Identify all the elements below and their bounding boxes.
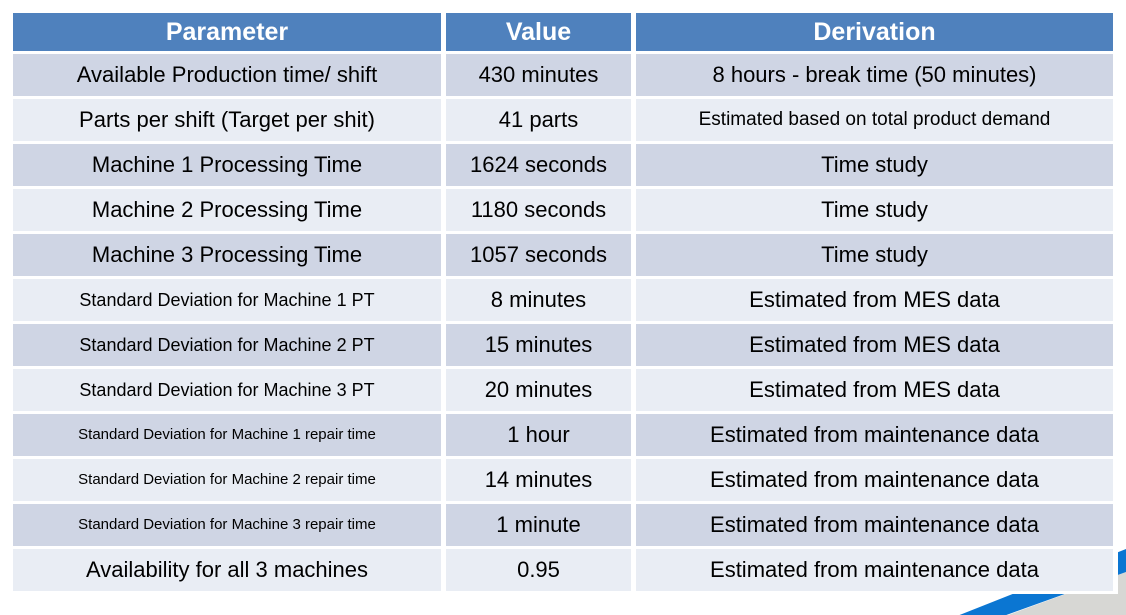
table-body: Available Production time/ shift 430 minu… [13, 54, 1113, 591]
value-cell: 430 minutes [446, 54, 631, 96]
corner-gray-triangle [1008, 572, 1126, 615]
parameter-cell: Standard Deviation for Machine 2 repair … [13, 459, 441, 501]
value-cell: 0.95 [446, 549, 631, 591]
derivation-cell: Estimated based on total product demand [636, 99, 1113, 141]
parameter-cell: Parts per shift (Target per shit) [13, 99, 441, 141]
table-row: Standard Deviation for Machine 2 repair … [13, 459, 1113, 501]
derivation-cell: Estimated from maintenance data [636, 504, 1113, 546]
parameter-cell: Machine 1 Processing Time [13, 144, 441, 186]
header-row: Parameter Value Derivation [13, 13, 1113, 51]
table-row: Standard Deviation for Machine 1 PT 8 min… [13, 279, 1113, 321]
derivation-cell: Estimated from maintenance data [636, 459, 1113, 501]
column-header-parameter: Parameter [13, 13, 441, 51]
table-row: Machine 3 Processing Time 1057 seconds Tim… [13, 234, 1113, 276]
value-cell: 1 hour [446, 414, 631, 456]
value-cell: 41 parts [446, 99, 631, 141]
parameter-cell: Standard Deviation for Machine 2 PT [13, 324, 441, 366]
derivation-cell: Estimated from MES data [636, 279, 1113, 321]
table-row: Standard Deviation for Machine 1 repair … [13, 414, 1113, 456]
column-header-value: Value [446, 13, 631, 51]
value-cell: 8 minutes [446, 279, 631, 321]
table-row: Standard Deviation for Machine 2 PT 15 mi… [13, 324, 1113, 366]
derivation-cell: Estimated from MES data [636, 369, 1113, 411]
derivation-cell: 8 hours - break time (50 minutes) [636, 54, 1113, 96]
table-row: Standard Deviation for Machine 3 repair … [13, 504, 1113, 546]
derivation-cell: Time study [636, 234, 1113, 276]
value-cell: 20 minutes [446, 369, 631, 411]
table-row: Parts per shift (Target per shit) 41 part… [13, 99, 1113, 141]
table-row: Availability for all 3 machines 0.95 Estim… [13, 549, 1113, 591]
table-row: Machine 2 Processing Time 1180 seconds Tim… [13, 189, 1113, 231]
parameter-cell: Available Production time/ shift [13, 54, 441, 96]
value-cell: 1180 seconds [446, 189, 631, 231]
derivation-cell: Time study [636, 144, 1113, 186]
derivation-cell: Estimated from maintenance data [636, 414, 1113, 456]
parameter-cell: Standard Deviation for Machine 1 PT [13, 279, 441, 321]
parameter-cell: Standard Deviation for Machine 3 PT [13, 369, 441, 411]
table-header: Parameter Value Derivation [13, 13, 1113, 51]
parameter-cell: Standard Deviation for Machine 1 repair … [13, 414, 441, 456]
table-row: Machine 1 Processing Time 1624 seconds Tim… [13, 144, 1113, 186]
value-cell: 15 minutes [446, 324, 631, 366]
derivation-cell: Estimated from maintenance data [636, 549, 1113, 591]
value-cell: 1 minute [446, 504, 631, 546]
parameter-cell: Machine 2 Processing Time [13, 189, 441, 231]
parameter-cell: Machine 3 Processing Time [13, 234, 441, 276]
parameter-cell: Standard Deviation for Machine 3 repair … [13, 504, 441, 546]
derivation-cell: Time study [636, 189, 1113, 231]
table-row: Standard Deviation for Machine 3 PT 20 mi… [13, 369, 1113, 411]
parameter-cell: Availability for all 3 machines [13, 549, 441, 591]
value-cell: 1624 seconds [446, 144, 631, 186]
table-row: Available Production time/ shift 430 minu… [13, 54, 1113, 96]
column-header-derivation: Derivation [636, 13, 1113, 51]
parameters-table: Parameter Value Derivation Available Pro… [8, 10, 1118, 594]
value-cell: 14 minutes [446, 459, 631, 501]
derivation-cell: Estimated from MES data [636, 324, 1113, 366]
value-cell: 1057 seconds [446, 234, 631, 276]
